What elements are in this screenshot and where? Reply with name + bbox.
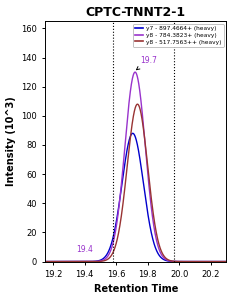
Y-axis label: Intensity (10^3): Intensity (10^3): [6, 97, 15, 186]
Text: 19.7: 19.7: [136, 56, 156, 70]
X-axis label: Retention Time: Retention Time: [93, 284, 177, 294]
Title: CPTC-TNNT2-1: CPTC-TNNT2-1: [85, 6, 185, 19]
Legend: y7 - 897.4664+ (heavy), y8 - 784.3823+ (heavy), y8 - 517.7563++ (heavy): y7 - 897.4664+ (heavy), y8 - 784.3823+ (…: [132, 24, 222, 47]
Text: 19.4: 19.4: [76, 245, 93, 254]
